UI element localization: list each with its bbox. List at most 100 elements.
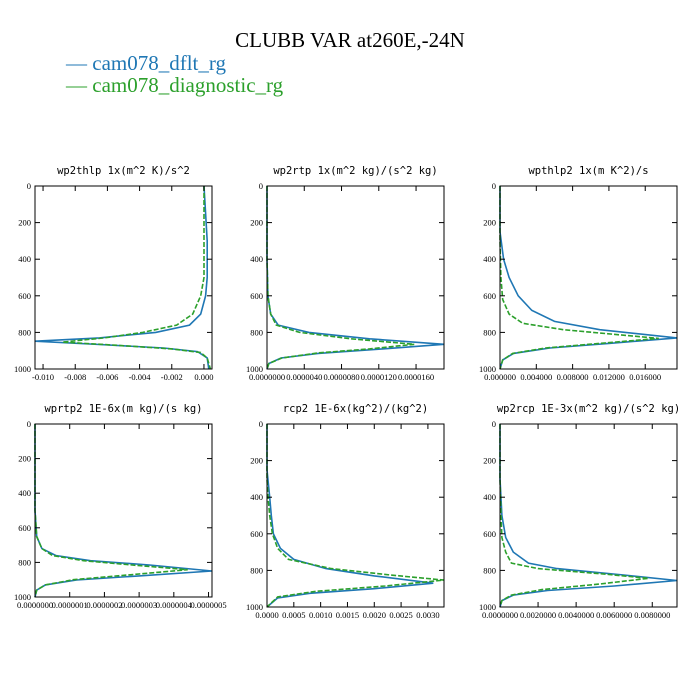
- chart-panel-3: wprtp2 1E-6x(m kg)/(s kg) 0 200 400 600 800 10…: [14, 403, 227, 610]
- x-tick-label: 0.0040000: [558, 610, 594, 620]
- x-tick-label: 0.0000000: [17, 600, 53, 610]
- legend-item-diagnostic: — cam078_diagnostic_rg: [66, 73, 283, 98]
- y-tick-label: 1000: [14, 592, 31, 602]
- y-tick-label: 800: [18, 327, 31, 337]
- y-tick-label: 200: [250, 456, 263, 466]
- x-tick-label: 0.0060000: [596, 610, 632, 620]
- y-tick-label: 200: [18, 454, 31, 464]
- y-tick-label: 600: [250, 529, 263, 539]
- series-line-diagnostic: [266, 424, 445, 608]
- x-tick-label: -0.006: [96, 372, 118, 382]
- legend-label-diagnostic: cam078_diagnostic_rg: [92, 73, 284, 97]
- y-tick-label: 600: [483, 291, 496, 301]
- series-line-dflt: [499, 186, 678, 370]
- x-tick-label: 0.0080000: [634, 610, 670, 620]
- x-tick-label: 0.0030: [416, 610, 439, 620]
- x-tick-label: 0.016000: [629, 372, 661, 382]
- x-tick-label: 0.0000005: [190, 600, 226, 610]
- y-tick-label: 0: [27, 181, 31, 191]
- x-tick-label: 0.0000002: [86, 600, 122, 610]
- y-tick-label: 400: [250, 492, 263, 502]
- x-tick-label: -0.008: [64, 372, 86, 382]
- panel-title: wpthlp2 1x(m K^2)/s: [528, 165, 648, 177]
- y-tick-label: 1000: [246, 364, 263, 374]
- chart-panel-5: wp2rcp 1E-3x(m^2 kg)/(s^2 kg)0 200 400 600 8…: [479, 403, 680, 620]
- x-tick-label: 0.0000000: [482, 610, 518, 620]
- series-line-diagnostic: [34, 424, 188, 598]
- x-tick-label: 0.012000: [593, 372, 625, 382]
- x-tick-label: 0.0000003: [121, 600, 157, 610]
- y-tick-label: 800: [483, 327, 496, 337]
- chart-panel-4: rcp2 1E-6x(kg^2)/(kg^2) 0 200 400 600 800 1000…: [246, 403, 445, 620]
- x-tick-label: -0.002: [161, 372, 183, 382]
- y-tick-label: 600: [483, 529, 496, 539]
- plot-frame: [499, 185, 678, 370]
- panel-title: rcp2 1E-6x(kg^2)/(kg^2): [283, 403, 428, 415]
- y-tick-label: 400: [483, 492, 496, 502]
- y-tick-label: 0: [259, 419, 263, 429]
- y-tick-label: 1000: [14, 364, 31, 374]
- x-tick-label: -0.004: [129, 372, 152, 382]
- y-tick-label: 200: [18, 218, 31, 228]
- y-tick-label: 600: [18, 523, 31, 533]
- x-tick-label: 0.000000: [484, 372, 516, 382]
- y-tick-label: 400: [483, 254, 496, 264]
- series-line-dflt: [499, 424, 678, 608]
- y-tick-label: 0: [27, 419, 31, 429]
- plot-frame: [266, 423, 445, 608]
- y-tick-label: 1000: [479, 364, 496, 374]
- y-tick-label: 800: [250, 327, 263, 337]
- y-tick-label: 400: [18, 254, 31, 264]
- x-tick-label: 0.008000: [557, 372, 589, 382]
- legend-line-diagnostic: —: [66, 73, 93, 97]
- series-line-diagnostic: [499, 424, 649, 608]
- series-line-dflt: [34, 185, 210, 370]
- x-tick-label: 0.0000000: [249, 372, 285, 382]
- y-tick-label: 800: [483, 565, 496, 575]
- x-tick-label: 0.0000004: [156, 600, 193, 610]
- x-tick-label: 0.0010: [309, 610, 332, 620]
- chart-panel-1: wp2rtp 1x(m^2 kg)/(s^2 kg) 0 200 400 600 800 1…: [246, 165, 445, 382]
- x-tick-label: 0.0005: [282, 610, 305, 620]
- legend-line-dflt: —: [66, 51, 93, 75]
- y-tick-label: 400: [18, 488, 31, 498]
- x-tick-label: 0.0000080: [323, 372, 359, 382]
- y-tick-label: 400: [250, 254, 263, 264]
- plot-frame: [499, 423, 678, 608]
- x-tick-label: 0.0015: [336, 610, 359, 620]
- y-tick-label: 600: [18, 291, 31, 301]
- x-tick-label: 0.0000: [255, 610, 278, 620]
- series-line-dflt: [266, 424, 434, 608]
- x-tick-label: 0.0000040: [286, 372, 322, 382]
- y-tick-label: 1000: [479, 602, 496, 612]
- plot-frame: [34, 185, 213, 370]
- x-tick-label: 0.0025: [389, 610, 412, 620]
- y-tick-label: 0: [492, 181, 496, 191]
- x-tick-label: 0.004000: [520, 372, 552, 382]
- y-tick-label: 600: [250, 291, 263, 301]
- y-tick-label: 200: [483, 456, 496, 466]
- panel-title: wp2rtp 1x(m^2 kg)/(s^2 kg): [273, 165, 437, 177]
- y-tick-label: 200: [250, 218, 263, 228]
- panel-title: wp2rcp 1E-3x(m^2 kg)/(s^2 kg): [497, 403, 680, 415]
- x-tick-label: 0.0000160: [398, 372, 434, 382]
- series-line-dflt: [266, 186, 445, 370]
- series-line-diagnostic: [499, 186, 659, 370]
- plot-frame: [34, 423, 213, 598]
- panel-title: wp2thlp 1x(m^2 K)/s^2: [57, 165, 190, 177]
- x-tick-label: 0.000: [194, 372, 213, 382]
- plot-frame: [266, 185, 445, 370]
- legend-item-dflt: — cam078_dflt_rg: [66, 51, 226, 76]
- series-line-diagnostic: [266, 186, 415, 370]
- panel-title: wprtp2 1E-6x(m kg)/(s kg): [44, 403, 202, 415]
- x-tick-label: 0.0000001: [52, 600, 88, 610]
- y-tick-label: 0: [492, 419, 496, 429]
- x-tick-label: 0.0000120: [361, 372, 397, 382]
- y-tick-label: 200: [483, 218, 496, 228]
- legend-label-dflt: cam078_dflt_rg: [92, 51, 227, 75]
- x-tick-label: -0.010: [32, 372, 54, 382]
- y-tick-label: 1000: [246, 602, 263, 612]
- x-tick-label: 0.0020: [363, 610, 386, 620]
- y-tick-label: 800: [250, 565, 263, 575]
